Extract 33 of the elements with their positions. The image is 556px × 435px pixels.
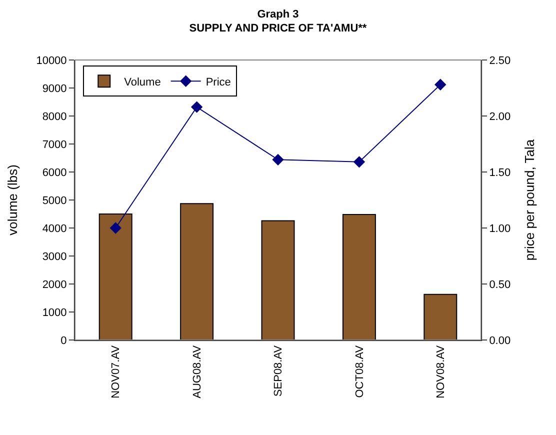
chart-subtitle: SUPPLY AND PRICE OF TA'AMU** (189, 22, 368, 35)
y2-tick-label: 0.50 (489, 278, 511, 291)
point (272, 154, 284, 166)
point (190, 101, 203, 113)
x-tick-label: NOV07.AV (110, 344, 122, 398)
x-tick-label: AUG08.AV (191, 344, 204, 398)
y2-tick-label: 2.00 (489, 110, 511, 123)
point (353, 156, 366, 168)
y-tick-label: 6000 (42, 166, 67, 179)
y-tick-label: 1000 (42, 306, 67, 319)
y2-tick-label: 1.50 (489, 166, 511, 179)
y2-tick-label: 2.50 (489, 54, 511, 67)
x-tick-label: OCT08.AV (354, 344, 366, 398)
y2-tick-label: 0.00 (489, 334, 511, 347)
x-tick-label: NOV08.AV (434, 344, 447, 398)
y-tick-label: 5000 (42, 194, 67, 207)
y-tick-label: 7000 (42, 138, 67, 151)
y-tick-label: 9000 (42, 82, 67, 95)
y-axis-title: volume (lbs) (5, 164, 20, 236)
y2-axis-title: price per pound, Tala (522, 138, 538, 261)
y-tick-label: 3000 (42, 250, 67, 263)
y2-tick-label: 1.00 (489, 222, 511, 235)
y-tick-label: 0 (60, 334, 67, 347)
y-tick-label: 8000 (42, 110, 67, 123)
x-tick-label: SEP08.AV (272, 344, 285, 397)
chart-title: Graph 3 (257, 8, 299, 20)
y-tick-label: 10000 (36, 54, 67, 67)
point (110, 222, 122, 234)
point (434, 78, 446, 90)
legend-label: Price (206, 76, 231, 88)
y-tick-label: 2000 (42, 278, 67, 291)
y-tick-label: 4000 (42, 222, 67, 235)
legend-label: Volume (124, 76, 161, 88)
